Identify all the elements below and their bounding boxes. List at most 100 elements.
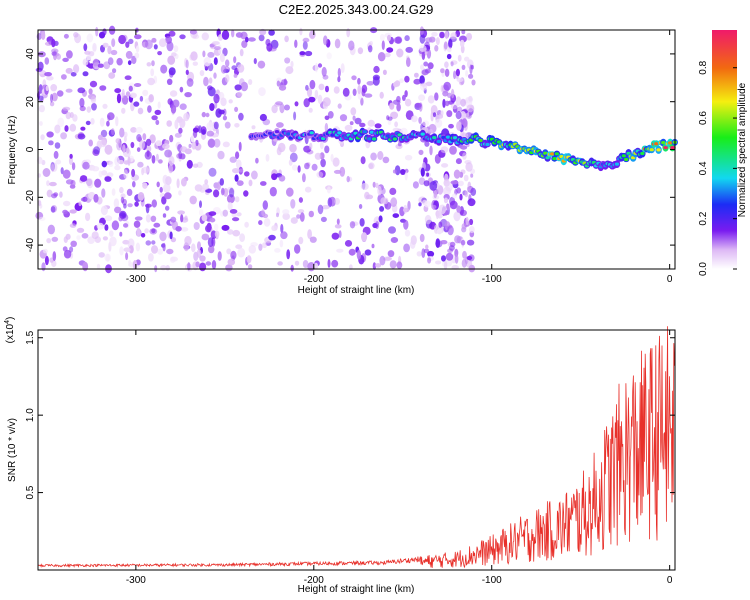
- signal-cell: [274, 130, 280, 134]
- noise-blob: [176, 178, 180, 189]
- noise-blob: [443, 260, 448, 270]
- noise-blob: [426, 172, 430, 177]
- noise-blob: [79, 175, 88, 182]
- noise-blob: [190, 29, 198, 39]
- noise-blob: [160, 64, 168, 74]
- noise-blob: [400, 169, 406, 175]
- snr-series-line: [37, 326, 675, 569]
- noise-blob: [466, 186, 471, 191]
- noise-blob: [78, 201, 82, 207]
- noise-blob: [222, 209, 228, 217]
- noise-blob: [116, 141, 122, 151]
- noise-blob: [133, 101, 140, 107]
- noise-blob: [244, 221, 249, 228]
- noise-blob: [50, 206, 56, 213]
- noise-blob: [284, 104, 290, 111]
- noise-blob: [56, 90, 64, 97]
- noise-blob: [213, 121, 219, 130]
- noise-blob: [302, 41, 308, 50]
- noise-blob: [186, 159, 193, 169]
- noise-blob: [471, 79, 476, 86]
- noise-blob: [234, 196, 240, 203]
- noise-blob: [367, 119, 375, 127]
- noise-blob: [443, 197, 449, 204]
- noise-blob: [414, 102, 422, 108]
- noise-blob: [453, 169, 461, 179]
- noise-blob: [211, 260, 217, 270]
- noise-blob: [44, 255, 49, 266]
- noise-blob: [111, 128, 115, 136]
- noise-blob: [206, 121, 215, 131]
- noise-blob: [418, 202, 422, 207]
- noise-blob: [373, 65, 380, 74]
- noise-blob: [235, 244, 243, 249]
- noise-blob: [352, 88, 357, 97]
- noise-blob: [119, 186, 124, 194]
- noise-blob: [203, 57, 212, 67]
- noise-blob: [248, 245, 257, 254]
- noise-blob: [204, 179, 209, 185]
- noise-blob: [194, 184, 203, 192]
- noise-blob: [227, 229, 234, 235]
- noise-blob: [389, 102, 395, 110]
- noise-blob: [107, 45, 112, 55]
- noise-blob: [251, 170, 258, 180]
- noise-blob: [416, 251, 422, 257]
- noise-blob: [151, 115, 158, 121]
- noise-blob: [324, 115, 330, 121]
- signal-cell: [552, 157, 557, 161]
- noise-blob: [109, 236, 117, 247]
- noise-blob: [394, 80, 401, 87]
- noise-blob: [309, 142, 313, 150]
- noise-blob: [403, 204, 408, 214]
- noise-blob: [327, 258, 331, 268]
- noise-blob: [217, 251, 222, 261]
- noise-blob: [237, 168, 244, 173]
- noise-blob: [459, 193, 463, 201]
- noise-blob: [450, 88, 455, 99]
- noise-blob: [424, 214, 432, 225]
- signal-cell: [621, 154, 627, 158]
- noise-blob: [434, 45, 439, 52]
- noise-blob: [258, 34, 265, 42]
- noise-blob: [208, 245, 215, 254]
- noise-blob: [179, 103, 187, 110]
- noise-blob: [46, 180, 50, 187]
- noise-blob: [427, 257, 432, 264]
- noise-blob: [206, 130, 215, 137]
- noise-blob: [107, 112, 115, 121]
- noise-blob: [159, 231, 167, 242]
- noise-blob: [354, 117, 362, 125]
- noise-blob: [394, 121, 398, 128]
- y-tick-label: 20: [25, 96, 36, 108]
- noise-blob: [445, 181, 453, 192]
- noise-blob: [165, 35, 173, 44]
- noise-blob: [232, 168, 240, 174]
- noise-blob: [460, 145, 468, 150]
- noise-blob: [293, 111, 297, 121]
- noise-blob: [419, 82, 428, 91]
- noise-blob: [135, 242, 141, 252]
- noise-blob: [53, 150, 59, 159]
- noise-blob: [38, 200, 42, 207]
- noise-blob: [231, 213, 237, 218]
- noise-blob: [333, 86, 340, 94]
- noise-blob: [392, 213, 400, 219]
- noise-blob: [219, 178, 224, 186]
- noise-blob: [107, 57, 114, 65]
- noise-blob: [65, 233, 71, 240]
- noise-blob: [429, 145, 433, 156]
- y-tick-label: 0.5: [25, 485, 36, 499]
- noise-blob: [427, 62, 434, 70]
- noise-blob: [177, 210, 186, 215]
- noise-blob: [90, 118, 95, 125]
- noise-blob: [167, 55, 176, 65]
- noise-blob: [279, 103, 285, 114]
- noise-blob: [387, 120, 392, 126]
- noise-blob: [68, 156, 74, 166]
- noise-blob: [217, 150, 225, 160]
- colorbar-tick-label: 0.0: [698, 262, 709, 276]
- noise-blob: [161, 196, 167, 205]
- noise-blob: [131, 55, 137, 65]
